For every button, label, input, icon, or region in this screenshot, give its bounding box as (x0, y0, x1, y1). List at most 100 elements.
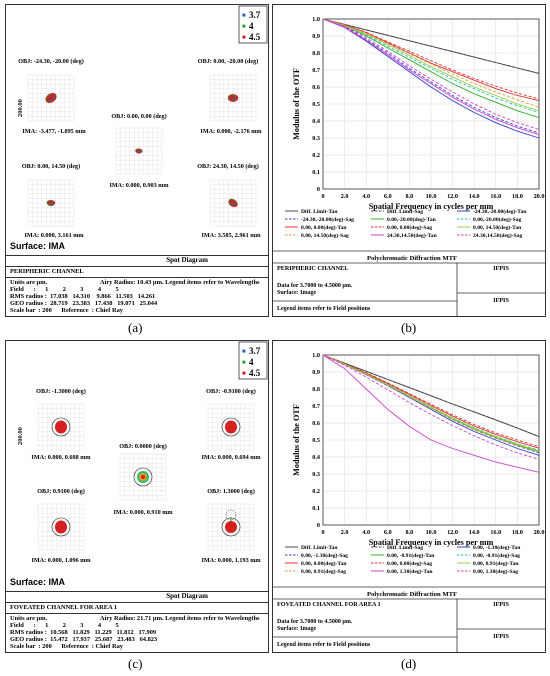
legend-entry: 0.00, 0.00(deg)-Tan (301, 224, 347, 231)
x-tick-label: 20.0 (534, 193, 545, 200)
field-ima-label: IMA: 0.000, 0.903 mm (109, 182, 169, 189)
x-tick-label: 10.0 (426, 193, 437, 200)
mtf-info-box: Polychromatic Diffraction MTF PERIPHERIC … (273, 250, 545, 316)
wavelength-legend: ■ 3.7■ 4■ 4.5 (238, 341, 268, 380)
spot-blue (230, 96, 237, 101)
field-ima-label: IMA: 0.000, 3.161 mm (24, 232, 84, 239)
spot-grid (209, 179, 257, 227)
mtf-panel-peripheric: 0 2.0 4.0 6.0 8.0 10.0 12.0 14.0 16.0 18.0 20.0 0 0.… (272, 4, 546, 317)
field-ima-label: IMA: 3.585, 2.961 mm (201, 232, 261, 239)
legend-entry: 0.00, -1.30(deg)-Tan (473, 544, 521, 551)
legend-entry: Diff. Limit-Sag (387, 209, 423, 215)
scale-bar-label: 200.00 (17, 99, 24, 117)
series-legend: Diff. Limit-Tan Diff. Limit-Sag 0.00, -1.3… (285, 544, 521, 575)
x-tick-label: 14.0 (469, 193, 480, 200)
spot-red (55, 520, 67, 534)
field-obj-label: OBJ: 0.0000 (deg) (119, 443, 167, 450)
field-ima-label: IMA: 0.000, -2.176 mm (200, 128, 262, 135)
series-legend: Diff. Limit-Tan Diff. Limit-Sag -24.30,-20… (285, 208, 527, 239)
x-tick-label: 12.0 (447, 193, 458, 200)
series-line-9 (322, 354, 540, 452)
x-tick-label: 18.0 (512, 193, 523, 200)
sublabel-c: (c) (128, 656, 143, 671)
legend-entry: Diff. Limit-Tan (301, 209, 338, 215)
series-line-12 (322, 354, 540, 460)
spot-field-2: OBJ: -0.9100 (deg) IMA: 0.000, 0.694 mm (201, 388, 261, 461)
field-line: Field : 1 2 3 4 5 (10, 286, 119, 293)
spot-blue (48, 95, 55, 101)
x-tick-label: 0 (321, 529, 324, 536)
x-tick-label: 4.0 (362, 529, 370, 536)
plot-frame (322, 354, 540, 526)
ray-spot (51, 417, 71, 437)
series-line-12 (322, 18, 540, 130)
spot-field-5: OBJ: 24.30, 14.50 (deg) IMA: 3.585, 2.961… (197, 163, 261, 239)
field-obj-label: OBJ: 1.3000 (deg) (207, 488, 255, 495)
diagram-title: Spot Diagram (166, 256, 208, 264)
wavelength-legend: ■ 3.7■ 4■ 4.5 (238, 5, 268, 44)
spot-red (225, 420, 237, 434)
legend-entry: 24.30,14.50(deg)-Sag (473, 232, 522, 239)
mtf-chart: 0 2.0 4.0 6.0 8.0 10.0 12.0 14.0 16.0 18.0 20.0 0 0.… (273, 16, 545, 316)
series-line-8 (322, 18, 540, 100)
field-ima-label: IMA: 0.000, 0.910 mm (113, 509, 173, 516)
spot-blue (137, 149, 142, 154)
y-tick-label: 0.1 (312, 169, 320, 176)
field-ima-label: IMA: 0.000, 0.608 mm (31, 454, 91, 461)
legend-marker: ■ (242, 13, 246, 19)
plot-frame (322, 18, 540, 190)
y-tick-label: 0.6 (312, 84, 320, 91)
ray-spot (227, 94, 239, 102)
org-label: IFPIS (493, 265, 509, 272)
legend-marker: ■ (242, 360, 246, 366)
y-tick-label: 1.0 (312, 352, 320, 359)
x-axis-label: Spatial Frequency in cycles per mm (369, 202, 494, 211)
data-range-line: Data for 3.7000 to 4.5000 µm. (277, 619, 353, 625)
series-line-7 (322, 354, 540, 449)
y-axis-label: Modulus of the OTF (292, 68, 301, 140)
ray-spot (135, 148, 143, 154)
surface-label: Surface: IMA (10, 241, 66, 251)
legend-entry: -24.30,-20.00(deg)-Sag (301, 216, 354, 223)
y-tick-label: 0.3 (312, 135, 320, 142)
legend-frame (238, 341, 268, 380)
field-line: Field : 1 2 3 4 5 (10, 622, 119, 629)
spot-blue (230, 201, 236, 207)
field-obj-label: OBJ: -1.3000 (deg) (36, 388, 86, 395)
field-obj-label: OBJ: 0.00, -20.00 (deg) (198, 58, 259, 65)
series-line-10 (322, 18, 540, 108)
field-obj-label: OBJ: 24.30, 14.50 (deg) (197, 163, 259, 170)
ray-spot (46, 199, 56, 207)
ray-spot (221, 509, 241, 537)
x-tick-label: 4.0 (362, 193, 370, 200)
ray-spot (228, 198, 238, 208)
channel-name: FOVEATED CHANNEL FOR AREA 1 (277, 601, 381, 608)
spot-red (141, 475, 145, 479)
x-tick-label: 2.0 (341, 529, 349, 536)
x-tick-label: 8.0 (406, 529, 414, 536)
plot-grid (322, 18, 540, 190)
sublabel-b: (b) (401, 320, 417, 335)
ray-spot (51, 517, 71, 537)
field-ima-label: IMA: 0.000, 1.096 mm (31, 557, 91, 564)
y-tick-label: 1.0 (312, 16, 320, 23)
legend-wavelength: 4.5 (249, 32, 261, 42)
y-tick-label: 0.6 (312, 420, 320, 427)
surface-line: Surface: Image (277, 626, 316, 632)
y-tick-label: 0.3 (312, 471, 320, 478)
channel-name: PERIPHERIC CHANNEL (277, 265, 348, 272)
field-obj-label: OBJ: 0.9100 (deg) (37, 488, 85, 495)
spot-field-4: OBJ: 0.00, 14.50 (deg) IMA: 0.000, 3.161 … (22, 163, 85, 239)
spot-red (55, 420, 67, 434)
spot-field-1: OBJ: -1.3000 (deg) IMA: 0.000, 0.608 mm (31, 388, 91, 461)
geo-radius-line: GEO radius : 15.472 17.937 25.687 23.483… (10, 636, 158, 643)
x-tick-label: 16.0 (490, 193, 501, 200)
field-ima-label: IMA: -3.477, -1.895 mm (22, 128, 86, 135)
airy-disk (221, 417, 241, 437)
x-tick-label: 6.0 (384, 529, 392, 536)
spot-field-1: OBJ: -24.30, -20.00 (deg) IMA: -3.477, -1… (18, 58, 86, 135)
series-line-2 (322, 354, 540, 438)
y-tick-label: 0.4 (312, 454, 320, 461)
legend-entry: 0.00, 14.50(deg)-Sag (301, 232, 349, 239)
